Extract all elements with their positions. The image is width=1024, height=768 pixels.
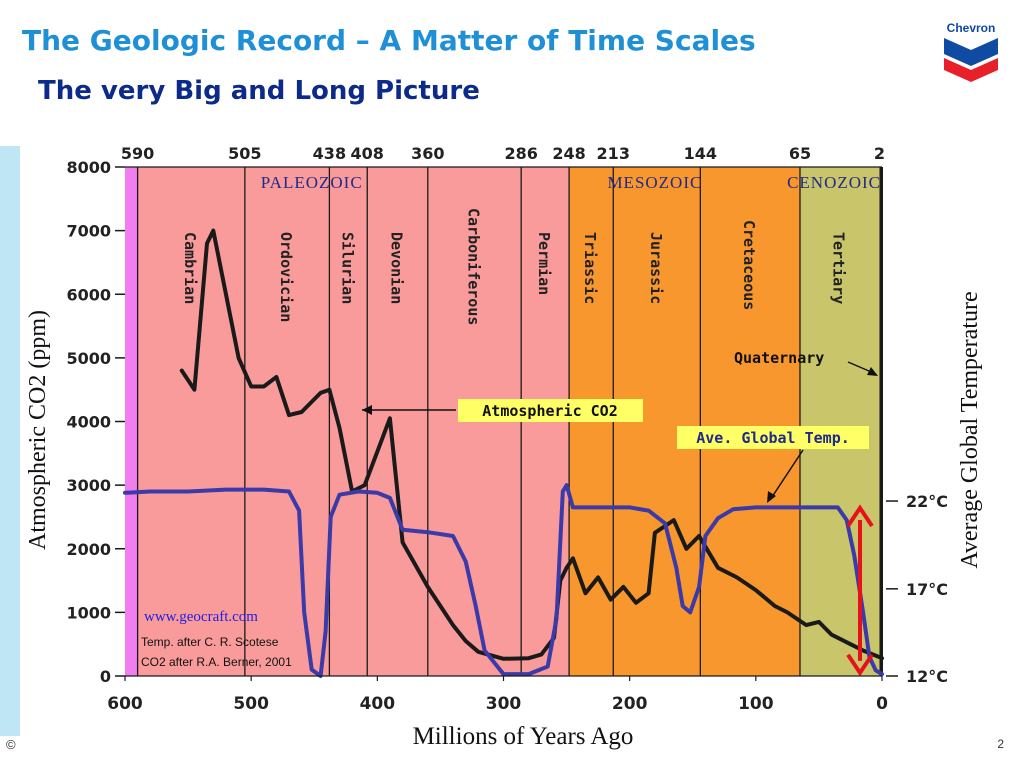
y-tick-label-7000: 7000 — [66, 222, 111, 241]
era-label-mesozoic: MESOZOIC — [607, 173, 702, 192]
era-label-cenozoic: CENOZOIC — [787, 173, 881, 192]
x-tick-label-200: 200 — [612, 694, 648, 714]
page-number: 2 — [997, 737, 1004, 751]
period-label-cambrian: Cambrian — [181, 232, 199, 304]
temperature-series-line — [123, 483, 884, 678]
y-tick-label-1000: 1000 — [66, 603, 111, 622]
y2-axis-title: Average Global Temperature — [957, 291, 983, 568]
temp-legend-label: Ave. Global Temp. — [696, 429, 850, 447]
temp-tick-label-1: 17°C — [906, 580, 948, 599]
quaternary-label: Quaternary — [734, 349, 824, 367]
co2-legend-label: Atmospheric CO2 — [482, 402, 617, 420]
co2-pointer-head — [362, 405, 372, 415]
temp-source-credit: Temp. after C. R. Scotese — [141, 635, 279, 649]
period-label-jurassic: Jurassic — [647, 232, 665, 304]
left-accent-bar — [0, 146, 20, 736]
top-tick-2: 2 — [874, 144, 885, 163]
top-tick-286: 286 — [504, 144, 537, 163]
top-tick-248: 248 — [552, 144, 585, 163]
x-tick-label-500: 500 — [233, 694, 269, 714]
period-band-ordovician — [244, 167, 330, 676]
top-tick-590: 590 — [121, 144, 154, 163]
copyright-mark: © — [6, 737, 16, 752]
top-tick-144: 144 — [684, 144, 717, 163]
co2-legend-box — [458, 399, 643, 422]
period-label-carboniferous: Carboniferous — [464, 208, 482, 325]
y-axis-title: Atmospheric CO2 (ppm) — [25, 310, 51, 550]
period-label-permian: Permian — [535, 232, 553, 295]
quaternary-band — [879, 167, 883, 676]
temp-tick-label-2: 12°C — [906, 667, 948, 686]
period-label-triassic: Triassic — [581, 232, 599, 304]
y-tick-label-3000: 3000 — [66, 476, 111, 495]
arrow-head-down — [846, 653, 874, 677]
period-band-silurian — [329, 167, 368, 676]
y-tick-label-0: 0 — [100, 667, 111, 686]
period-band-cambrian — [137, 167, 245, 676]
temp-legend-box — [677, 426, 869, 449]
chevron-logo: Chevron — [938, 18, 1004, 82]
quaternary-pointer-head — [867, 367, 878, 376]
period-band-devonian — [367, 167, 428, 676]
co2-source-credit: CO2 after R.A. Berner, 2001 — [141, 655, 292, 669]
period-band-cretaceous — [700, 167, 800, 676]
x-axis-title: Millions of Years Ago — [413, 723, 634, 750]
top-tick-438: 438 — [313, 144, 346, 163]
period-band-tertiary — [799, 167, 880, 676]
temp-tick-label-0: 22°C — [906, 492, 948, 511]
top-tick-408: 408 — [351, 144, 384, 163]
slide-subtitle: The very Big and Long Picture — [38, 76, 480, 106]
era-label-paleozoic: PALEOZOIC — [261, 173, 363, 192]
x-tick-label-300: 300 — [486, 694, 522, 714]
y-tick-label-8000: 8000 — [66, 158, 111, 177]
chevron-logo-text: Chevron — [947, 21, 996, 35]
y-tick-label-5000: 5000 — [66, 349, 111, 368]
x-tick-label-100: 100 — [738, 694, 774, 714]
top-tick-65: 65 — [789, 144, 811, 163]
slide-title: The Geologic Record – A Matter of Time S… — [22, 24, 756, 57]
y-tick-label-4000: 4000 — [66, 413, 111, 432]
temp-pointer-head — [767, 491, 776, 503]
x-tick-label-0: 0 — [876, 694, 888, 714]
period-label-devonian: Devonian — [388, 232, 406, 304]
x-tick-label-600: 600 — [107, 694, 143, 714]
y-tick-label-6000: 6000 — [66, 285, 111, 304]
period-label-cretaceous: Cretaceous — [740, 220, 758, 310]
top-tick-360: 360 — [411, 144, 444, 163]
period-label-tertiary: Tertiary — [830, 232, 848, 304]
temp-pointer-line — [769, 449, 804, 501]
source-url: www.geocraft.com — [144, 609, 258, 625]
period-band-pre — [125, 167, 138, 676]
y-tick-label-2000: 2000 — [66, 540, 111, 559]
period-label-ordovician: Ordovician — [277, 232, 295, 322]
x-tick-label-400: 400 — [360, 694, 396, 714]
top-tick-505: 505 — [228, 144, 261, 163]
arrow-head-up — [846, 504, 874, 528]
period-label-silurian: Silurian — [338, 232, 356, 304]
top-tick-213: 213 — [597, 144, 630, 163]
